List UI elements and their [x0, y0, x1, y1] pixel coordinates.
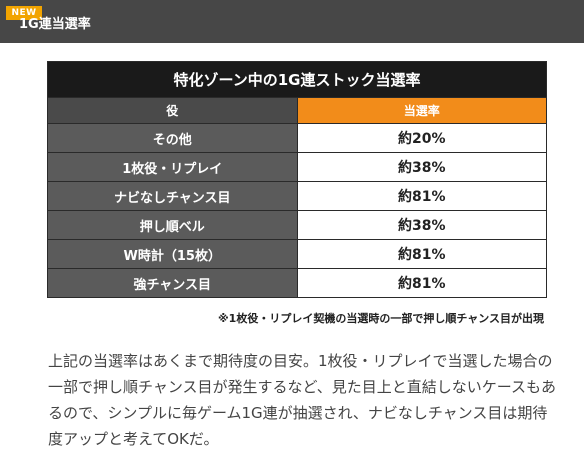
section-header: NEW 1G連当選率: [0, 0, 584, 43]
row-value: 約81%: [296, 181, 547, 211]
column-header-rate: 当選率: [296, 97, 547, 124]
row-label: その他: [47, 123, 298, 153]
row-value: 約20%: [296, 123, 547, 153]
table-row: その他 約20%: [47, 123, 547, 153]
row-value: 約38%: [296, 152, 547, 182]
table-row: 押し順ベル 約38%: [47, 210, 547, 240]
row-label: W時計（15枚）: [47, 239, 298, 269]
table-caption: 特化ゾーン中の1G連ストック当選率: [47, 61, 547, 98]
table-row: 強チャンス目 約81%: [47, 268, 547, 298]
row-label: 強チャンス目: [47, 268, 298, 298]
column-header-yaku: 役: [47, 97, 298, 124]
section-title: 1G連当選率: [19, 17, 91, 32]
row-value: 約81%: [296, 239, 547, 269]
table-note: ※1枚役・リプレイ契機の当選時の一部で押し順チャンス目が出現: [217, 312, 544, 325]
table-row: W時計（15枚） 約81%: [47, 239, 547, 269]
table-row: ナビなしチャンス目 約81%: [47, 181, 547, 211]
rate-table: 特化ゾーン中の1G連ストック当選率 役 当選率 その他 約20% 1枚役・リプレ…: [47, 61, 547, 298]
row-label: 押し順ベル: [47, 210, 298, 240]
row-label: 1枚役・リプレイ: [47, 152, 298, 182]
new-badge: NEW: [6, 6, 42, 20]
row-value: 約38%: [296, 210, 547, 240]
table-row: 1枚役・リプレイ 約38%: [47, 152, 547, 182]
row-value: 約81%: [296, 268, 547, 298]
body-paragraph: 上記の当選率はあくまで期待度の目安。1枚役・リプレイで当選した場合の一部で押し順…: [48, 352, 557, 448]
row-label: ナビなしチャンス目: [47, 181, 298, 211]
